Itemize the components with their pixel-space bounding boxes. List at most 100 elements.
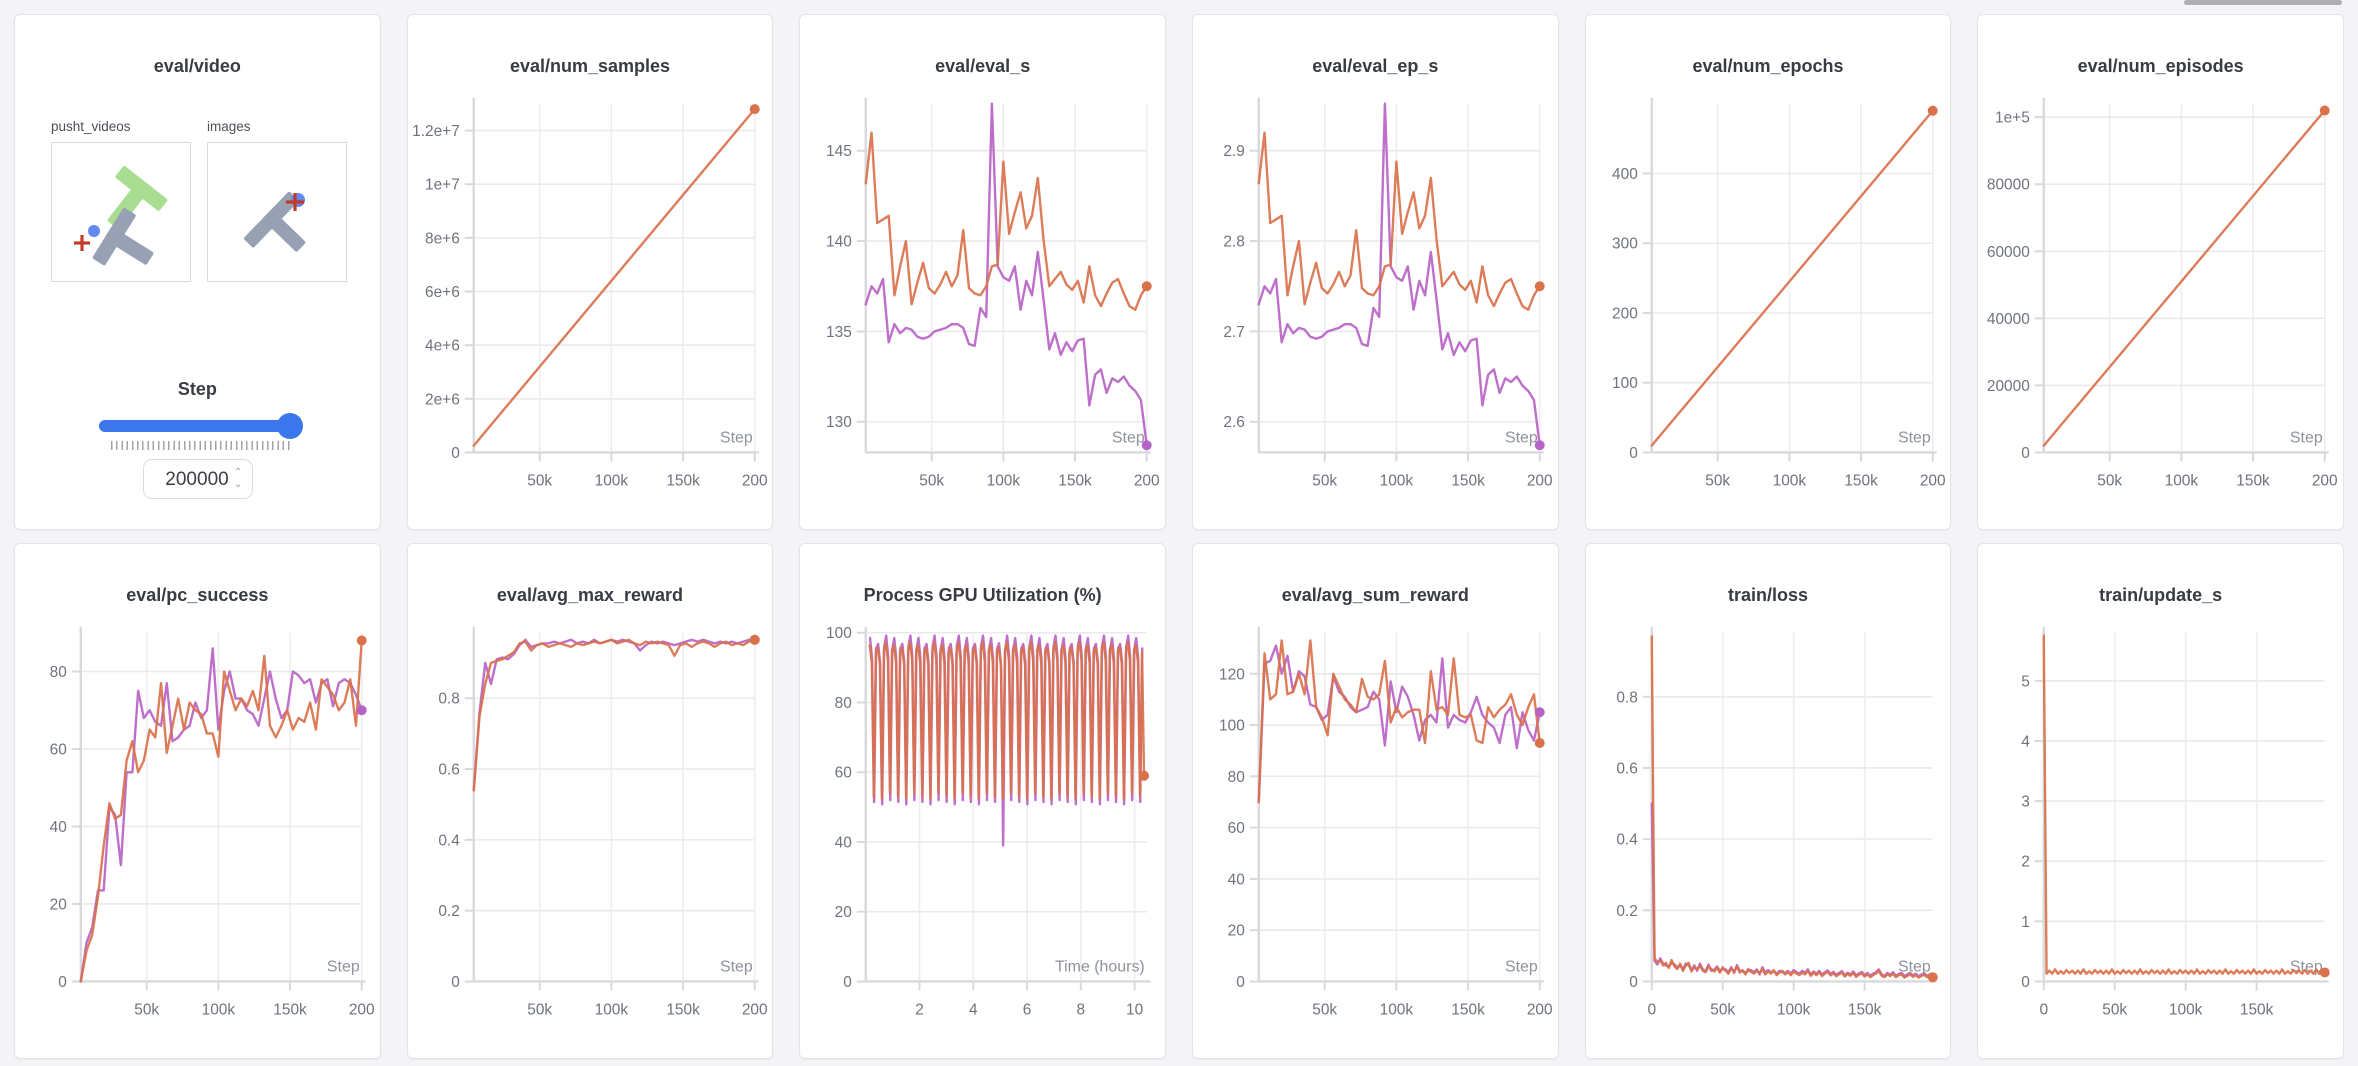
panel-process-gpu-utilization[interactable]: Process GPU Utilization (%) 0 20 40 60 80 100… bbox=[799, 543, 1166, 1059]
panel-title: eval/video bbox=[153, 56, 241, 76]
panel-eval-avg-sum-reward[interactable]: eval/avg_sum_reward 0 20 40 60 80 100 120 50k 10… bbox=[1191, 543, 1559, 1059]
chart-canvas[interactable]: 130 135 140 145 50k 100k 150k 200 Step bbox=[800, 89, 1165, 529]
svg-text:150k: 150k bbox=[1844, 472, 1878, 489]
svg-text:50k: 50k bbox=[1710, 1001, 1735, 1018]
svg-text:145: 145 bbox=[826, 143, 852, 160]
goal-cross-icon bbox=[286, 193, 304, 211]
step-input[interactable] bbox=[156, 460, 238, 500]
svg-text:200: 200 bbox=[742, 1001, 768, 1018]
svg-text:200: 200 bbox=[1920, 472, 1946, 489]
svg-text:Step: Step bbox=[720, 959, 753, 976]
svg-text:200: 200 bbox=[1527, 472, 1553, 489]
panel-title: eval/avg_sum_reward bbox=[1281, 585, 1469, 605]
stepper-arrows-icon[interactable]: ⌃ ⌄ bbox=[232, 467, 244, 493]
svg-text:80: 80 bbox=[835, 695, 852, 712]
panel-eval-avg-max-reward[interactable]: eval/avg_max_reward 0 0.2 0.4 0.6 0.8 50k 100k… bbox=[406, 543, 774, 1059]
svg-text:60: 60 bbox=[1228, 820, 1245, 837]
svg-text:Step: Step bbox=[2290, 430, 2323, 447]
svg-text:Step: Step bbox=[1898, 430, 1931, 447]
chart-canvas[interactable]: 0 100 200 300 400 50k 100k 150k 200 Step bbox=[1586, 89, 1951, 529]
svg-text:50k: 50k bbox=[1705, 472, 1730, 489]
svg-text:0: 0 bbox=[1647, 1001, 1656, 1018]
media-label-pusht-videos: pusht_videos bbox=[51, 119, 131, 134]
svg-text:20: 20 bbox=[835, 904, 852, 921]
agent-dot bbox=[291, 193, 305, 207]
green-t-shape bbox=[107, 166, 168, 229]
svg-text:130: 130 bbox=[826, 414, 852, 431]
svg-text:20: 20 bbox=[1228, 923, 1245, 940]
panel-eval-eval-ep-s[interactable]: eval/eval_ep_s 2.6 2.7 2.8 2.9 50k 100k 150k 20… bbox=[1191, 14, 1559, 530]
svg-text:2.9: 2.9 bbox=[1223, 143, 1244, 160]
svg-text:1: 1 bbox=[2022, 914, 2031, 931]
svg-text:Step: Step bbox=[720, 430, 753, 447]
svg-text:150k: 150k bbox=[666, 472, 700, 489]
panel-train-loss[interactable]: train/loss 0 0.2 0.4 0.6 0.8 0 50k 100k 150k Step bbox=[1584, 543, 1952, 1059]
chart-canvas[interactable]: 0 0.2 0.4 0.6 0.8 0 50k 100k 150k Step bbox=[1586, 618, 1951, 1058]
chart-canvas[interactable]: 0 2e+6 4e+6 6e+6 8e+6 1e+7 1.2e+7 50k 100k 150k 20… bbox=[408, 89, 773, 529]
step-slider-ruler-ticks bbox=[111, 441, 291, 450]
svg-text:150k: 150k bbox=[1848, 1001, 1882, 1018]
svg-text:0.2: 0.2 bbox=[438, 903, 459, 920]
chart-canvas[interactable]: 0 0.2 0.4 0.6 0.8 50k 100k 150k 200 Step bbox=[408, 618, 773, 1058]
svg-text:3: 3 bbox=[2022, 794, 2031, 811]
svg-text:20: 20 bbox=[50, 896, 67, 913]
chart-canvas[interactable]: 0 20 40 60 80 50k 100k 150k 200 Step bbox=[15, 618, 380, 1058]
svg-text:Time (hours): Time (hours) bbox=[1055, 959, 1145, 976]
step-slider-handle[interactable] bbox=[277, 413, 303, 439]
svg-text:0.4: 0.4 bbox=[438, 832, 460, 849]
chart-canvas[interactable]: 2.6 2.7 2.8 2.9 50k 100k 150k 200 Step bbox=[1193, 89, 1558, 529]
svg-text:0: 0 bbox=[451, 974, 460, 991]
svg-text:80: 80 bbox=[1228, 769, 1245, 786]
svg-text:150k: 150k bbox=[273, 1001, 307, 1018]
svg-text:1e+7: 1e+7 bbox=[425, 177, 460, 194]
svg-text:300: 300 bbox=[1612, 236, 1638, 253]
panel-eval-eval-s[interactable]: eval/eval_s 130 135 140 145 50k 100k 150k 200 St… bbox=[799, 14, 1166, 530]
svg-text:Step: Step bbox=[1112, 430, 1145, 447]
pusht-environment-render bbox=[244, 191, 306, 252]
svg-text:135: 135 bbox=[826, 324, 852, 341]
stepper-up-icon[interactable]: ⌃ bbox=[233, 467, 243, 478]
video-thumbnail-images[interactable] bbox=[207, 142, 347, 282]
svg-text:0.8: 0.8 bbox=[1616, 689, 1637, 706]
svg-text:50k: 50k bbox=[920, 472, 945, 489]
panel-title: eval/eval_ep_s bbox=[1312, 56, 1439, 76]
svg-text:200: 200 bbox=[1134, 472, 1160, 489]
svg-text:0: 0 bbox=[1236, 974, 1245, 991]
stepper-down-icon[interactable]: ⌄ bbox=[233, 479, 243, 490]
svg-text:2: 2 bbox=[2022, 854, 2031, 871]
svg-text:150k: 150k bbox=[1451, 472, 1485, 489]
svg-text:0: 0 bbox=[2022, 974, 2031, 991]
svg-text:100k: 100k bbox=[594, 1001, 628, 1018]
svg-text:0: 0 bbox=[2022, 445, 2031, 462]
svg-text:0.8: 0.8 bbox=[438, 691, 459, 708]
svg-text:Step: Step bbox=[1505, 959, 1538, 976]
panel-train-update-s[interactable]: train/update_s 0 1 2 3 4 5 0 50k 100k 150k Step bbox=[1977, 543, 2344, 1059]
chart-canvas[interactable]: 0 20 40 60 80 100 2 4 6 8 10 Time (hours) bbox=[800, 618, 1165, 1058]
horizontal-scrollbar[interactable] bbox=[2184, 0, 2342, 5]
video-thumbnail-pusht-videos[interactable] bbox=[51, 142, 191, 282]
panel-eval-num-episodes[interactable]: eval/num_episodes 0 20000 40000 60000 80000 1… bbox=[1977, 14, 2344, 530]
step-slider-track[interactable] bbox=[99, 420, 299, 432]
svg-text:140: 140 bbox=[826, 234, 852, 251]
panel-eval-num-samples[interactable]: eval/num_samples 0 2e+6 4e+6 6e+6 8e+6 1e+7 1.… bbox=[406, 14, 774, 530]
svg-text:100: 100 bbox=[1219, 718, 1245, 735]
step-slider[interactable] bbox=[99, 413, 303, 439]
svg-text:6: 6 bbox=[1023, 1001, 1032, 1018]
panel-eval-pc-success[interactable]: eval/pc_success 0 20 40 60 80 50k 100k 150k 200 S… bbox=[14, 543, 381, 1059]
chart-canvas[interactable]: 0 20 40 60 80 100 120 50k 100k 150k 200 Step bbox=[1193, 618, 1558, 1058]
svg-text:200: 200 bbox=[1527, 1001, 1553, 1018]
svg-text:0.4: 0.4 bbox=[1616, 832, 1638, 849]
chart-canvas[interactable]: 0 20000 40000 60000 80000 1e+5 50k 100k 150k 200 S… bbox=[1978, 89, 2343, 529]
step-slider-label: Step bbox=[177, 379, 217, 399]
svg-text:100k: 100k bbox=[1772, 472, 1806, 489]
panel-title: eval/num_episodes bbox=[2077, 56, 2244, 76]
svg-text:120: 120 bbox=[1219, 666, 1245, 683]
panel-title: eval/num_epochs bbox=[1692, 56, 1844, 76]
svg-text:20000: 20000 bbox=[1987, 378, 2030, 395]
panel-eval-num-epochs[interactable]: eval/num_epochs 0 100 200 300 400 50k 100k 150k… bbox=[1584, 14, 1952, 530]
panel-grid: eval/video pusht_videos images bbox=[14, 14, 2344, 1059]
svg-text:50k: 50k bbox=[134, 1001, 159, 1018]
panel-eval-video[interactable]: eval/video pusht_videos images bbox=[14, 14, 381, 530]
svg-text:4: 4 bbox=[969, 1001, 978, 1018]
